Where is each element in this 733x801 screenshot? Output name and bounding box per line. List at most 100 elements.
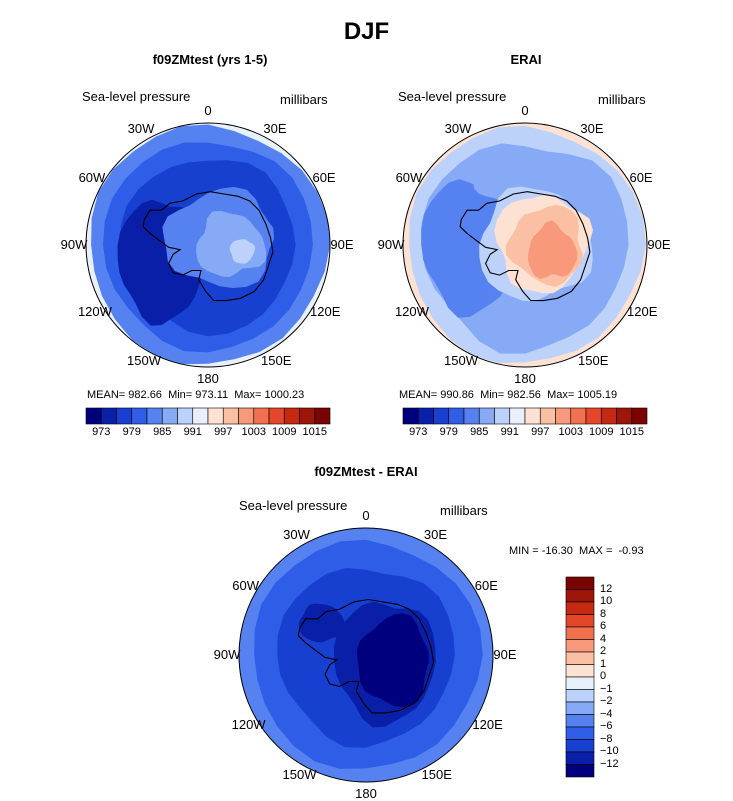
colorbar-swatch <box>509 407 526 425</box>
lon-label: 90E <box>647 237 671 252</box>
lon-label: 60E <box>474 577 498 593</box>
colorbar-swatch <box>565 601 595 615</box>
colorbar-swatch <box>131 407 148 425</box>
lon-label: 30W <box>444 120 472 136</box>
colorbar-swatch <box>565 626 595 640</box>
colorbar-swatch <box>565 739 595 753</box>
max-label: MAX = <box>579 545 613 557</box>
lon-label: 60W <box>232 577 259 593</box>
colorbar-tick-label: 985 <box>153 426 172 438</box>
mean-label: MEAN= <box>399 389 438 401</box>
colorbar-tick-label: 979 <box>122 426 141 438</box>
lon-label: 120W <box>231 716 266 732</box>
colorbar-swatch <box>565 676 595 690</box>
colorbar-swatch <box>253 407 270 425</box>
lon-label: 120W <box>77 304 112 319</box>
field-label-model: Sea-level pressure <box>82 89 191 104</box>
colorbar-tick-label: 6 <box>600 620 607 632</box>
stats-model: MEAN= 982.66 Min= 973.11 Max= 1000.23 <box>87 389 304 401</box>
colorbar-swatch <box>192 407 209 425</box>
max-value: -0.93 <box>618 545 644 557</box>
colorbar-swatch <box>238 407 255 425</box>
lon-label: 90E <box>330 237 354 252</box>
lon-label: 90E <box>493 647 517 662</box>
field-label-diff: Sea-level pressure <box>239 498 348 513</box>
colorbar-tick-label: 0 <box>600 670 607 682</box>
colorbar-swatch <box>161 407 178 425</box>
colorbar-swatch <box>283 407 300 425</box>
colorbar-model <box>85 407 331 425</box>
max-label: Max= <box>547 389 575 401</box>
colorbar-swatch <box>565 751 595 765</box>
lon-label: 30W <box>127 120 155 136</box>
lon-label: 120E <box>472 716 503 732</box>
map-obs <box>402 122 648 368</box>
colorbar-obs <box>402 407 648 425</box>
colorbar-tick-label: −8 <box>600 732 613 745</box>
colorbar-swatch <box>565 576 595 590</box>
lon-label: 60E <box>312 170 336 185</box>
colorbar-swatch <box>433 407 450 425</box>
lon-label: 180 <box>355 786 377 801</box>
contour-band <box>356 613 429 708</box>
colorbar-tick-label: 985 <box>470 426 489 438</box>
min-value: 973.11 <box>195 389 229 401</box>
colorbar-swatch <box>524 407 541 425</box>
lon-label: 150E <box>261 353 292 369</box>
colorbar-swatch <box>402 407 419 425</box>
colorbar-swatch <box>585 407 602 425</box>
colorbar-swatch <box>463 407 480 425</box>
lon-label: 150W <box>444 353 478 369</box>
colorbar-swatch <box>478 407 495 425</box>
unit-label-obs: millibars <box>598 92 646 107</box>
colorbar-swatch <box>177 407 194 425</box>
lon-label: 0 <box>521 103 529 118</box>
colorbar-tick-label: −1 <box>600 682 613 695</box>
colorbar-tick-label: 997 <box>531 426 550 438</box>
lon-label: 90W <box>377 237 405 252</box>
colorbar-swatch <box>268 407 285 425</box>
antarctica-coastline <box>297 598 435 714</box>
max-label: Max= <box>234 389 262 401</box>
lon-label: 30W <box>283 526 310 542</box>
colorbar-tick-label: −12 <box>600 757 619 770</box>
lon-label: 90W <box>213 647 241 662</box>
antarctica-coastline <box>459 191 591 302</box>
lon-label: 150E <box>578 353 609 369</box>
colorbar-swatch <box>555 407 572 425</box>
lon-label: 180 <box>197 371 219 386</box>
panel-title-obs: ERAI <box>510 52 542 67</box>
figure-title: DJF <box>343 18 390 45</box>
min-value: 982.56 <box>507 389 541 401</box>
colorbar-swatch <box>299 407 316 425</box>
lon-label: 150E <box>421 767 452 783</box>
colorbar-tick-label: 1015 <box>619 426 644 438</box>
map-boundary <box>238 527 494 783</box>
lon-label: 30E <box>423 526 448 542</box>
colorbar-tick-label: 1015 <box>302 426 327 438</box>
map-diff <box>238 527 494 783</box>
mean-value: 982.66 <box>128 389 162 401</box>
max-value: 1000.23 <box>264 389 305 401</box>
colorbar-swatch <box>565 701 595 715</box>
colorbar-swatch <box>417 407 434 425</box>
contour-band <box>229 239 256 264</box>
min-label: Min= <box>168 389 193 401</box>
contour-band <box>527 220 578 279</box>
colorbar-swatch <box>600 407 617 425</box>
min-value: -16.30 <box>541 545 573 557</box>
colorbar-tick-label: 1009 <box>272 426 297 438</box>
colorbar-swatch <box>85 407 102 425</box>
colorbar-tick-label: −6 <box>600 720 613 732</box>
lon-label: 30E <box>580 120 604 136</box>
lon-label: 150W <box>127 353 161 369</box>
colorbar-swatch <box>565 764 595 778</box>
colorbar-swatch <box>570 407 587 425</box>
colorbar-tick-label: 997 <box>214 426 233 438</box>
colorbar-tick-label: 8 <box>600 607 607 620</box>
colorbar-tick-label: 12 <box>600 582 613 595</box>
mean-label: MEAN= <box>87 389 126 401</box>
colorbar-diff <box>565 576 595 778</box>
contour-band <box>298 603 345 643</box>
